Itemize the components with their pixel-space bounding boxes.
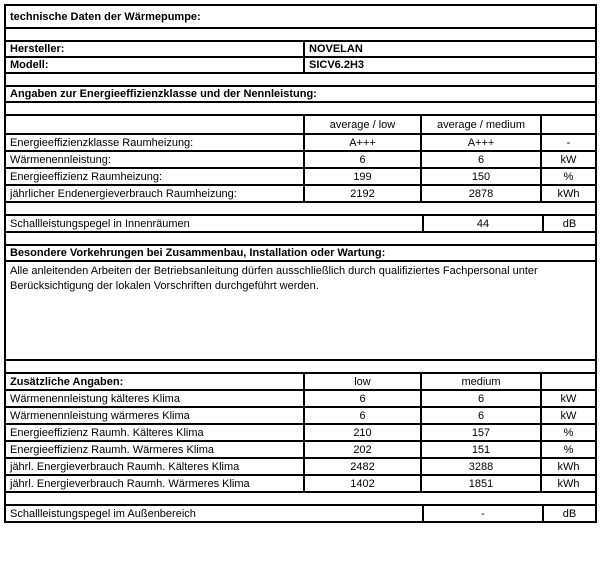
model-label: Modell: bbox=[10, 59, 49, 71]
row-value-low: 6 bbox=[303, 391, 420, 406]
row-unit: kWh bbox=[540, 186, 595, 201]
table-row: Energieeffizienzklasse Raumheizung: A+++… bbox=[6, 133, 595, 150]
column-header-low: low bbox=[303, 374, 420, 389]
row-value-low: 210 bbox=[303, 425, 420, 440]
column-header-unit bbox=[540, 116, 595, 133]
row-value-medium: 157 bbox=[420, 425, 540, 440]
row-label: Wärmenennleistung kälteres Klima bbox=[10, 392, 180, 405]
row-label: Energieeffizienz Raumh. Wärmeres Klima bbox=[10, 443, 214, 456]
row-value-low: 202 bbox=[303, 442, 420, 457]
row-value-low: A+++ bbox=[303, 135, 420, 150]
table-row: jährl. Energieverbrauch Raumh. Kälteres … bbox=[6, 457, 595, 474]
row-value-medium: A+++ bbox=[420, 135, 540, 150]
row-value-medium: 151 bbox=[420, 442, 540, 457]
row-value-medium: 1851 bbox=[420, 476, 540, 491]
precautions-text-row: Alle anleitenden Arbeiten der Betriebsan… bbox=[6, 260, 595, 359]
row-unit: kW bbox=[540, 391, 595, 406]
energy-table-header-row: average / low average / medium bbox=[6, 114, 595, 133]
row-value-low: 6 bbox=[303, 408, 420, 423]
row-value-low: 2482 bbox=[303, 459, 420, 474]
spacer-row bbox=[6, 201, 595, 214]
page-title: technische Daten der Wärmepumpe: bbox=[10, 10, 201, 23]
row-unit: % bbox=[540, 425, 595, 440]
model-value: SICV6.2H3 bbox=[303, 58, 595, 72]
row-value-medium: 2878 bbox=[420, 186, 540, 201]
spacer-row bbox=[6, 231, 595, 244]
spacer-row bbox=[6, 101, 595, 114]
row-value-low: 199 bbox=[303, 169, 420, 184]
manufacturer-value: NOVELAN bbox=[303, 42, 595, 56]
additional-section-title: Zusätzliche Angaben: bbox=[10, 375, 124, 388]
row-value-medium: 150 bbox=[420, 169, 540, 184]
spacer-row bbox=[6, 27, 595, 40]
row-unit: kW bbox=[540, 408, 595, 423]
table-row: Energieeffizienz Raumh. Wärmeres Klima 2… bbox=[6, 440, 595, 457]
sound-outdoor-label: Schallleistungspegel im Außenbereich bbox=[10, 507, 196, 520]
row-value-medium: 3288 bbox=[420, 459, 540, 474]
row-unit: kW bbox=[540, 152, 595, 167]
energy-section-title: Angaben zur Energieeffizienzklasse und d… bbox=[10, 88, 317, 100]
row-value-medium: 6 bbox=[420, 152, 540, 167]
row-label: Energieeffizienz Raumh. Kälteres Klima bbox=[10, 426, 204, 439]
precautions-title-row: Besondere Vorkehrungen bei Zusammenbau, … bbox=[6, 244, 595, 260]
spacer-row bbox=[6, 359, 595, 372]
column-header-average-medium: average / medium bbox=[420, 116, 540, 133]
row-value-medium: 6 bbox=[420, 391, 540, 406]
table-row: jährl. Energieverbrauch Raumh. Wärmeres … bbox=[6, 474, 595, 491]
sound-indoor-value: 44 bbox=[422, 216, 542, 231]
table-row: Energieeffizienz Raumheizung: 199 150 % bbox=[6, 167, 595, 184]
energy-header-empty bbox=[6, 116, 303, 133]
row-unit: % bbox=[540, 442, 595, 457]
additional-table-header-row: Zusätzliche Angaben: low medium bbox=[6, 372, 595, 389]
energy-section-title-row: Angaben zur Energieeffizienzklasse und d… bbox=[6, 85, 595, 101]
row-unit: kWh bbox=[540, 476, 595, 491]
row-label: Wärmenennleistung: bbox=[10, 153, 111, 166]
table-row: Energieeffizienz Raumh. Kälteres Klima 2… bbox=[6, 423, 595, 440]
column-header-average-low: average / low bbox=[303, 116, 420, 133]
row-label: jährl. Energieverbrauch Raumh. Wärmeres … bbox=[10, 477, 250, 490]
manufacturer-row: Hersteller: NOVELAN bbox=[6, 40, 595, 56]
row-unit: % bbox=[540, 169, 595, 184]
row-value-low: 2192 bbox=[303, 186, 420, 201]
table-row: Wärmenennleistung wärmeres Klima 6 6 kW bbox=[6, 406, 595, 423]
manufacturer-label: Hersteller: bbox=[10, 43, 65, 55]
sound-indoor-label: Schallleistungspegel in Innenräumen bbox=[10, 217, 190, 230]
sound-indoor-row: Schallleistungspegel in Innenräumen 44 d… bbox=[6, 214, 595, 231]
spacer-row bbox=[6, 491, 595, 504]
sound-indoor-unit: dB bbox=[542, 216, 595, 231]
column-header-medium: medium bbox=[420, 374, 540, 389]
precautions-text: Alle anleitenden Arbeiten der Betriebsan… bbox=[10, 265, 538, 292]
datasheet-page: technische Daten der Wärmepumpe: Herstel… bbox=[4, 4, 597, 523]
row-value-low: 1402 bbox=[303, 476, 420, 491]
row-value-low: 6 bbox=[303, 152, 420, 167]
table-row: Wärmenennleistung: 6 6 kW bbox=[6, 150, 595, 167]
row-value-medium: 6 bbox=[420, 408, 540, 423]
spacer-row bbox=[6, 72, 595, 85]
sound-outdoor-unit: dB bbox=[542, 506, 595, 521]
title-row: technische Daten der Wärmepumpe: bbox=[6, 6, 595, 27]
row-unit: - bbox=[540, 135, 595, 150]
sound-outdoor-value: - bbox=[422, 506, 542, 521]
precautions-title: Besondere Vorkehrungen bei Zusammenbau, … bbox=[10, 247, 386, 259]
row-label: Energieeffizienzklasse Raumheizung: bbox=[10, 136, 194, 149]
model-row: Modell: SICV6.2H3 bbox=[6, 56, 595, 72]
column-header-unit bbox=[540, 374, 595, 389]
row-label: Energieeffizienz Raumheizung: bbox=[10, 170, 163, 183]
sound-outdoor-row: Schallleistungspegel im Außenbereich - d… bbox=[6, 504, 595, 521]
table-row: jährlicher Endenergieverbrauch Raumheizu… bbox=[6, 184, 595, 201]
table-row: Wärmenennleistung kälteres Klima 6 6 kW bbox=[6, 389, 595, 406]
row-unit: kWh bbox=[540, 459, 595, 474]
row-label: jährlicher Endenergieverbrauch Raumheizu… bbox=[10, 187, 237, 200]
row-label: Wärmenennleistung wärmeres Klima bbox=[10, 409, 190, 422]
row-label: jährl. Energieverbrauch Raumh. Kälteres … bbox=[10, 460, 240, 473]
